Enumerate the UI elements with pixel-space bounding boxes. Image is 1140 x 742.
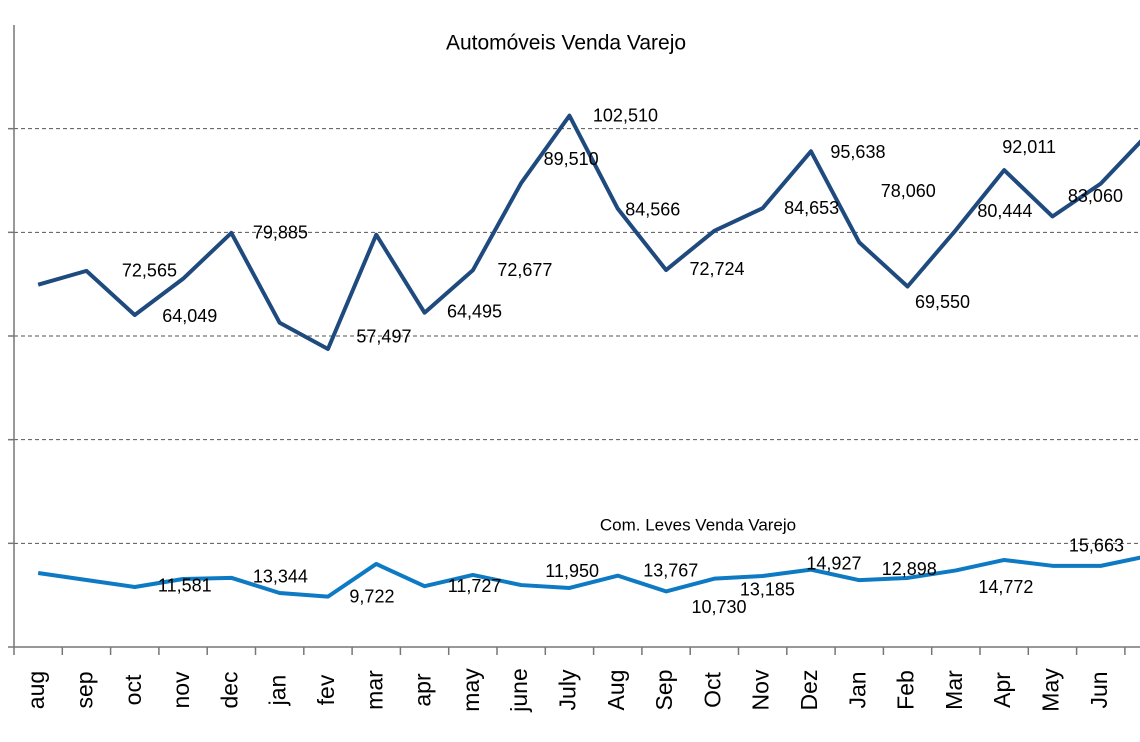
x-tick-label: Jun xyxy=(1086,671,1112,708)
x-tick-label: may xyxy=(458,668,484,712)
x-tick-label: Dez xyxy=(796,670,822,711)
x-tick-label: Jan xyxy=(844,671,870,708)
value-label: 64,049 xyxy=(162,306,217,326)
x-tick-label: june xyxy=(506,668,532,712)
x-tick-label: oct xyxy=(120,674,146,705)
value-label: 89,510 xyxy=(544,149,599,169)
x-tick-label: Sep xyxy=(651,670,677,711)
value-label: 72,565 xyxy=(122,261,177,281)
x-tick-label: Oct xyxy=(699,672,725,708)
value-label: 83,060 xyxy=(1068,186,1123,206)
x-tick-label: May xyxy=(1038,668,1064,712)
value-label: 102,510 xyxy=(593,105,658,125)
x-tick-label: jan xyxy=(265,675,291,707)
series-name: Automóveis Venda Varejo xyxy=(446,32,686,55)
value-label: 72,677 xyxy=(497,260,552,280)
value-label: 84,566 xyxy=(625,199,680,219)
value-label: 84,653 xyxy=(784,198,839,218)
x-tick-label: Mar xyxy=(941,670,967,710)
value-label: 14,927 xyxy=(806,553,861,573)
value-label: 69,550 xyxy=(915,292,970,312)
x-tick-label: Apr xyxy=(989,672,1015,708)
value-label: 64,495 xyxy=(447,301,502,321)
value-label: 11,950 xyxy=(545,561,599,581)
value-label: 92,011 xyxy=(1002,137,1056,157)
value-label: 13,767 xyxy=(643,560,698,580)
value-label: 9,722 xyxy=(349,586,394,606)
x-tick-label: mar xyxy=(361,670,387,710)
x-tick-label: sep xyxy=(72,671,98,708)
value-label: 11,727 xyxy=(448,576,502,596)
value-label: 57,497 xyxy=(356,327,411,347)
series-name: Com. Leves Venda Varejo xyxy=(600,515,796,534)
x-tick-label: July xyxy=(555,669,581,710)
x-tick-label: Feb xyxy=(893,670,919,710)
value-label: 14,772 xyxy=(978,577,1033,597)
value-label: 12,898 xyxy=(882,559,937,579)
x-tick-label: aug xyxy=(23,671,49,709)
x-tick-label: fev xyxy=(313,674,339,705)
x-tick-label: Aug xyxy=(603,670,629,711)
series-line xyxy=(37,555,1140,599)
x-tick-label: apr xyxy=(410,673,436,707)
value-label: 13,344 xyxy=(253,567,308,587)
x-tick-label: Nov xyxy=(748,669,774,710)
x-tick-label: nov xyxy=(168,671,194,709)
value-label: 10,730 xyxy=(692,597,747,617)
value-label: 15,663 xyxy=(1069,536,1124,556)
value-label: 13,185 xyxy=(740,579,795,599)
value-label: 78,060 xyxy=(881,181,936,201)
series-line xyxy=(37,113,1140,351)
value-label: 72,724 xyxy=(690,259,745,279)
value-label: 80,444 xyxy=(977,201,1032,221)
value-label: 95,638 xyxy=(830,142,885,162)
x-tick-label: dec xyxy=(216,671,242,708)
value-label: 79,885 xyxy=(253,223,308,243)
value-label: 11,581 xyxy=(158,576,212,596)
